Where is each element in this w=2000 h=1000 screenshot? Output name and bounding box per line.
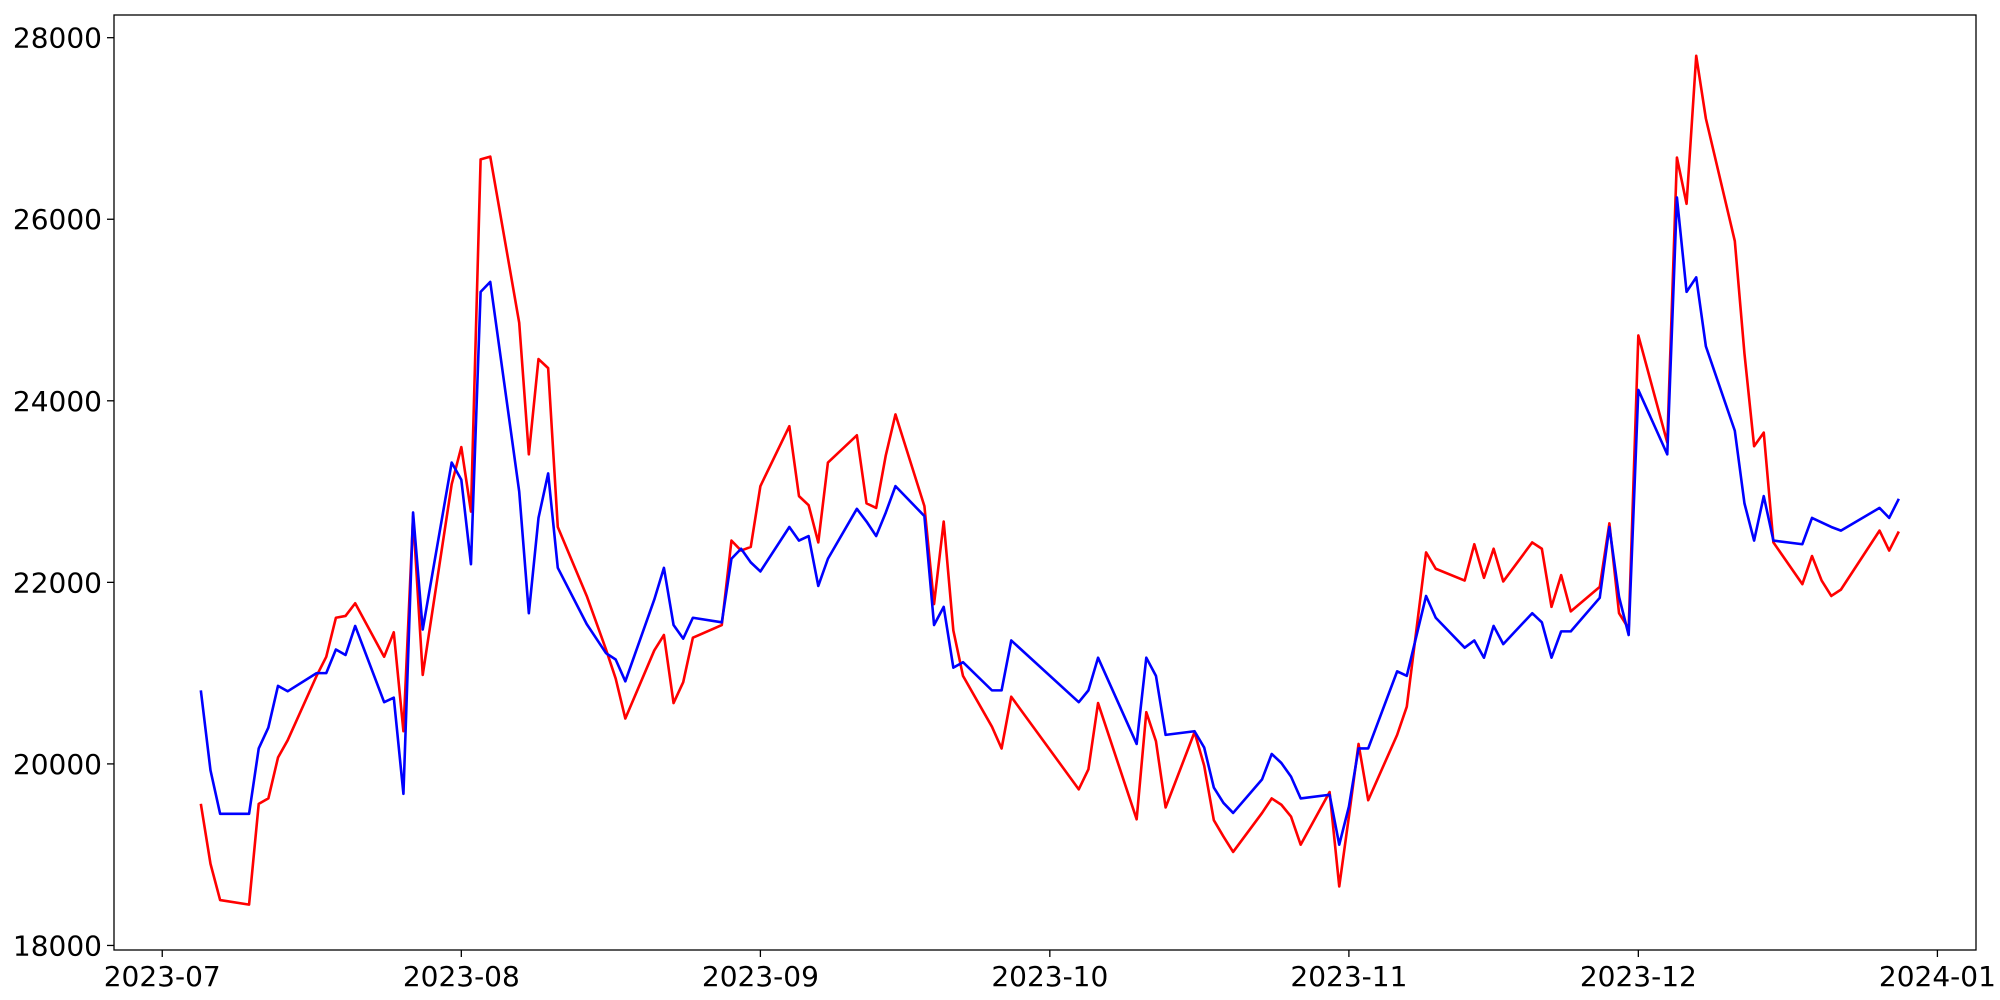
x-tick-label: 2023-10 [991,960,1108,993]
y-tick-label: 22000 [13,566,102,599]
x-tick-label: 2023-08 [403,960,520,993]
data-line [199,196,1900,846]
y-tick-label: 26000 [13,203,102,236]
x-tick-label: 2024-01 [1879,960,1996,993]
y-tick-label: 20000 [13,748,102,781]
x-tick-label: 2023-12 [1580,960,1697,993]
y-tick-label: 18000 [13,929,102,962]
x-tick-label: 2023-09 [702,960,819,993]
y-tick-label: 28000 [13,22,102,55]
y-tick-label: 24000 [13,385,102,418]
plot-frame [113,14,1977,951]
data-line [199,54,1900,906]
x-tick-label: 2023-11 [1290,960,1407,993]
x-tick-label: 2023-07 [104,960,221,993]
